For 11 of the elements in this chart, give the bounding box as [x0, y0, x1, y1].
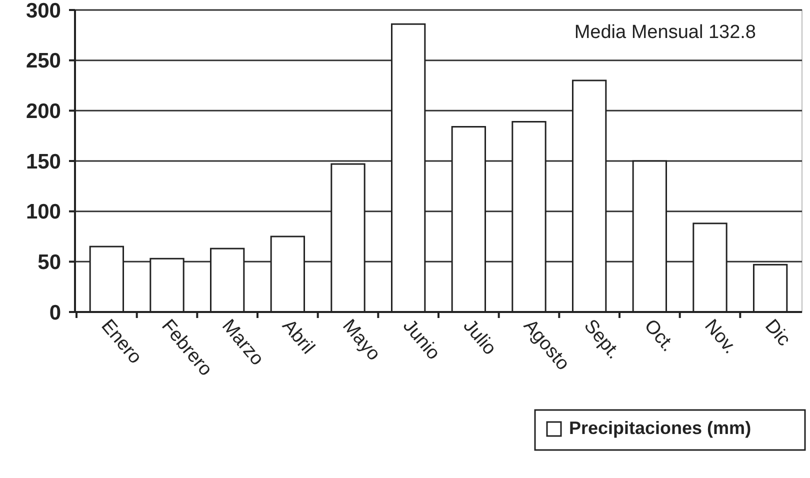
legend-label: Precipitaciones (mm) [569, 418, 752, 438]
y-tick-label: 300 [26, 0, 61, 22]
y-tick-label: 150 [26, 150, 61, 174]
y-tick-label: 250 [26, 50, 61, 73]
x-tick-label: Dic [760, 316, 794, 350]
y-tick-label: 0 [49, 301, 61, 324]
annotation: Media Mensual 132.8 [574, 22, 756, 43]
y-tick-label: 100 [26, 200, 61, 224]
x-tick-label: Oct. [640, 316, 678, 356]
y-tick-label: 200 [26, 100, 61, 124]
y-tick-label: 50 [38, 251, 61, 274]
